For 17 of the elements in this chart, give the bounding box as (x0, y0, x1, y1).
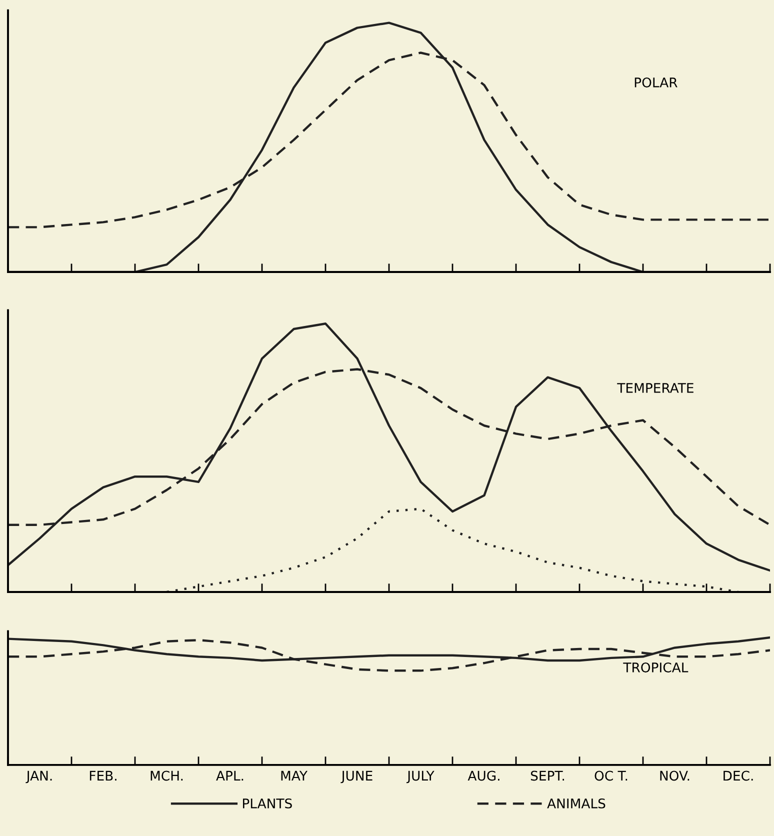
x-tick-label: APL. (216, 770, 244, 781)
x-tick-label: FEB. (90, 770, 116, 781)
text: TROPICAL (623, 662, 688, 672)
x-tick-label: MCH. (150, 770, 183, 781)
text: TEMPERATE (617, 383, 694, 393)
legend-label: PLANTS (243, 798, 292, 808)
x-tick-label: AUG. (468, 770, 500, 781)
x-tick-label: JAN. (26, 770, 52, 784)
legend-label: ANIMALS (547, 798, 606, 808)
x-tick-label: OC T. (594, 770, 628, 781)
x-tick-label: DEC. (724, 770, 753, 781)
text: POLAR (634, 77, 678, 88)
x-tick-label: SEPT. (530, 770, 564, 781)
x-tick-label: JUNE (340, 770, 372, 784)
x-tick-label: JULY (406, 770, 434, 784)
x-tick-label: MAY (281, 770, 308, 781)
x-tick-label: NOV. (660, 770, 690, 781)
